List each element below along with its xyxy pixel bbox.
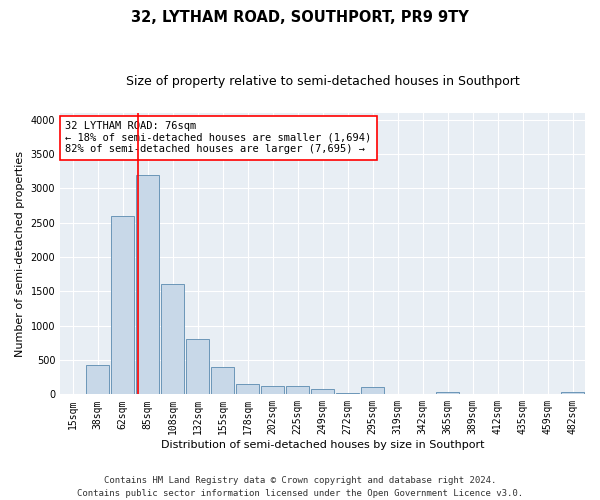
Bar <box>337 393 359 394</box>
Bar <box>86 365 109 394</box>
Text: 32 LYTHAM ROAD: 76sqm
← 18% of semi-detached houses are smaller (1,694)
82% of s: 32 LYTHAM ROAD: 76sqm ← 18% of semi-deta… <box>65 121 371 154</box>
Bar <box>187 340 209 394</box>
Bar <box>161 284 184 395</box>
Bar <box>262 386 284 394</box>
Bar <box>436 392 459 394</box>
Bar <box>112 216 134 394</box>
Bar <box>361 388 384 394</box>
Text: 32, LYTHAM ROAD, SOUTHPORT, PR9 9TY: 32, LYTHAM ROAD, SOUTHPORT, PR9 9TY <box>131 10 469 25</box>
X-axis label: Distribution of semi-detached houses by size in Southport: Distribution of semi-detached houses by … <box>161 440 484 450</box>
Bar <box>561 392 584 394</box>
Bar <box>211 367 234 394</box>
Bar <box>136 174 159 394</box>
Bar <box>236 384 259 394</box>
Y-axis label: Number of semi-detached properties: Number of semi-detached properties <box>15 150 25 356</box>
Title: Size of property relative to semi-detached houses in Southport: Size of property relative to semi-detach… <box>126 75 520 88</box>
Text: Contains HM Land Registry data © Crown copyright and database right 2024.
Contai: Contains HM Land Registry data © Crown c… <box>77 476 523 498</box>
Bar <box>311 389 334 394</box>
Bar <box>286 386 309 394</box>
